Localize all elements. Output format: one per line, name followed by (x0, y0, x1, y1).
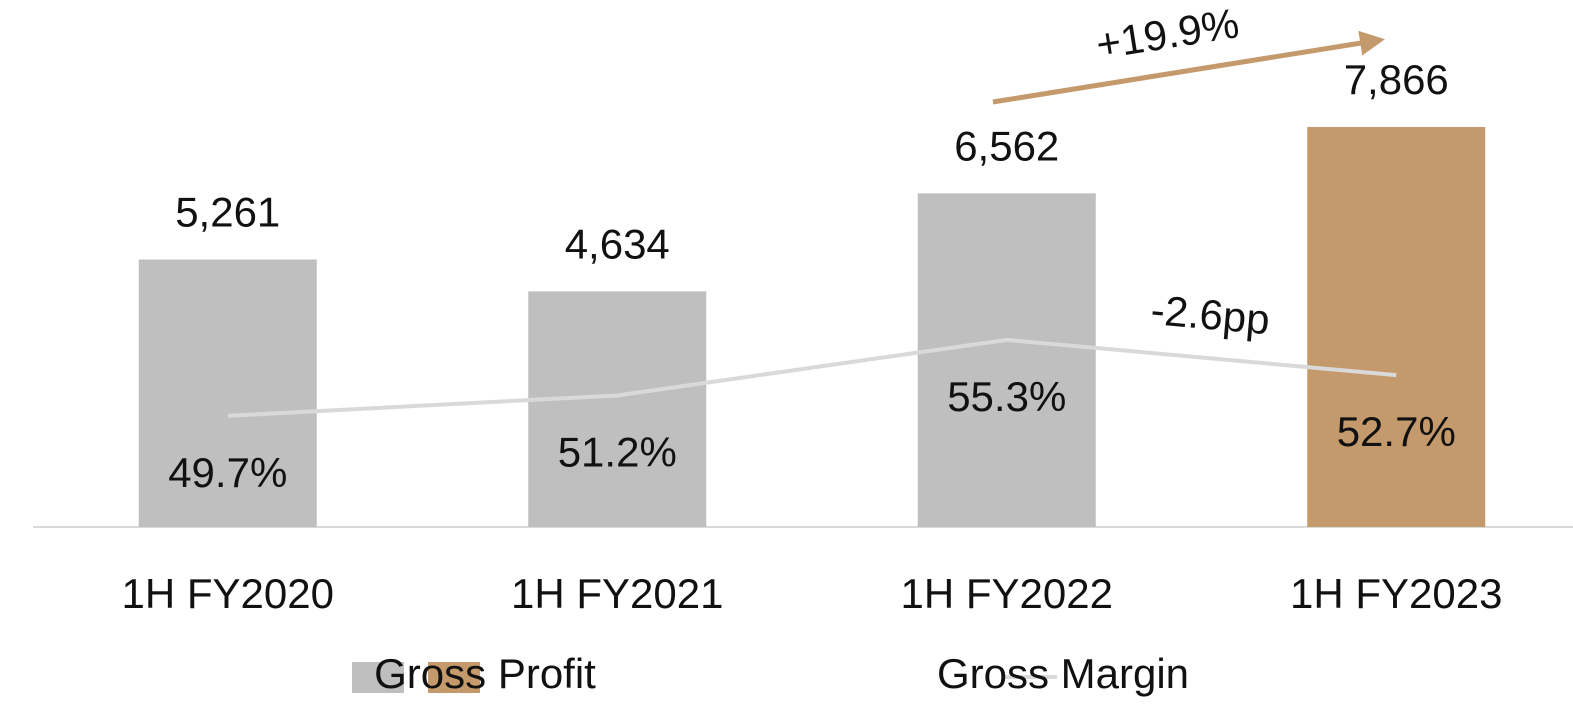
bar (1307, 127, 1486, 527)
x-tick-label: 1H FY2023 (1290, 570, 1502, 617)
legend-swatch (428, 662, 480, 693)
bar (917, 193, 1096, 527)
bar (138, 259, 317, 527)
bar-value-label: 7,866 (1344, 56, 1449, 103)
line-value-label: 55.3% (947, 373, 1066, 420)
line-value-label: 49.7% (168, 449, 287, 496)
line (227, 337, 1397, 418)
legend-label: Gross Profit (374, 650, 596, 697)
bar (528, 291, 707, 527)
line-value-label: 51.2% (558, 429, 677, 476)
x-tick-label: 1H FY2022 (901, 570, 1113, 617)
legend-swatch (352, 662, 404, 693)
annotation: +19.9% (1093, 0, 1242, 68)
line-value-label: 52.7% (1337, 408, 1456, 455)
bar-value-label: 6,562 (954, 122, 1059, 169)
growth-arrow (992, 30, 1385, 105)
bar-value-label: 5,261 (175, 189, 280, 236)
annotation: -2.6pp (1149, 286, 1272, 343)
x-tick-label: 1H FY2020 (122, 570, 334, 617)
x-tick-label: 1H FY2021 (511, 570, 723, 617)
legend-label: Gross Margin (937, 650, 1189, 697)
bar-value-label: 4,634 (565, 220, 670, 267)
